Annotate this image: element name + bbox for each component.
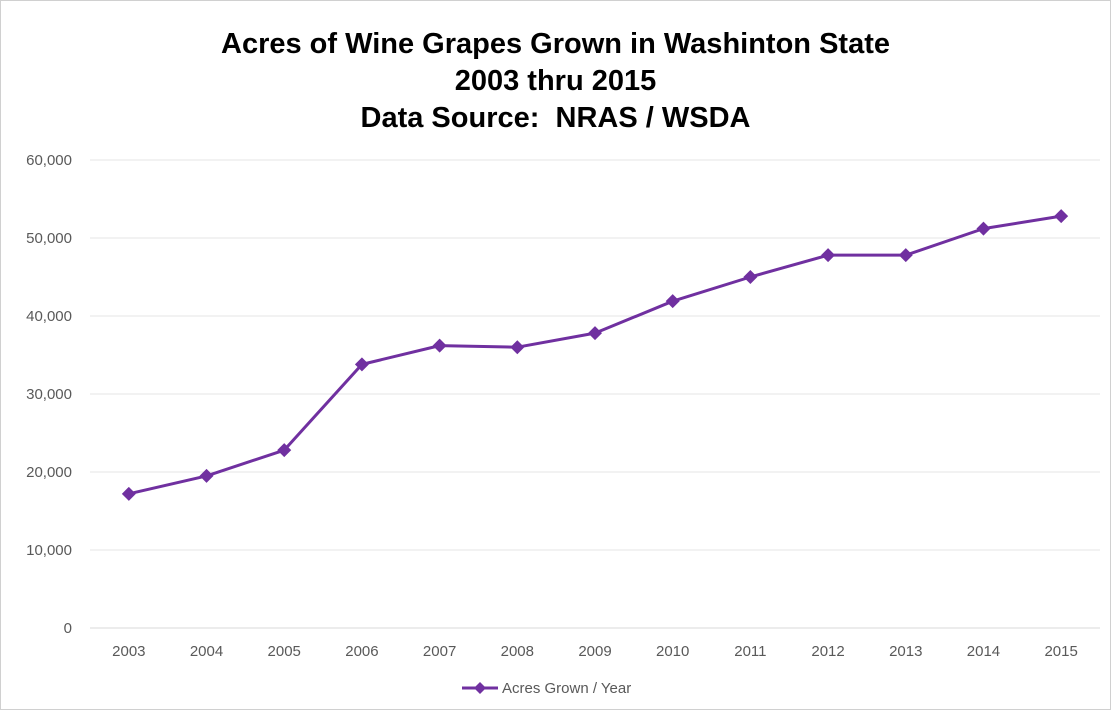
legend: Acres Grown / Year	[462, 680, 631, 697]
x-tick-label: 2010	[656, 643, 689, 660]
x-tick-label: 2006	[345, 643, 378, 660]
series-layer	[121, 209, 1069, 501]
x-tick-label: 2012	[811, 643, 844, 660]
data-point-marker	[121, 486, 136, 501]
x-tick-label: 2007	[423, 643, 456, 660]
chart-title: Acres of Wine Grapes Grown in Washinton …	[0, 26, 1111, 137]
data-point-marker	[510, 340, 525, 355]
y-axis-ticks: 0 10,000 20,000 30,000 40,000 50,000 60,000	[26, 152, 72, 637]
data-point-marker	[821, 248, 836, 263]
legend-marker	[474, 682, 486, 694]
data-point-marker	[354, 357, 369, 372]
y-tick-label: 40,000	[26, 308, 72, 325]
y-tick-label: 0	[64, 620, 72, 637]
data-point-marker	[432, 338, 447, 353]
y-tick-label: 30,000	[26, 386, 72, 403]
x-tick-label: 2013	[889, 643, 922, 660]
chart-title-line-2: 2003 thru 2015	[454, 65, 657, 97]
data-point-marker	[588, 326, 602, 341]
gridlines	[90, 159, 1100, 629]
x-tick-label: 2009	[578, 643, 611, 660]
y-tick-label: 10,000	[26, 542, 72, 559]
series-line	[128, 214, 1062, 496]
chart-title-line-3: Data Source: NRAS / WSDA	[360, 102, 751, 134]
y-tick-label: 50,000	[26, 230, 72, 247]
legend-label: Acres Grown / Year	[502, 680, 631, 697]
chart-title-line-1: Acres of Wine Grapes Grown in Washinton …	[221, 28, 890, 60]
data-point-marker	[1054, 209, 1069, 224]
data-point-marker	[199, 468, 214, 483]
data-point-marker	[277, 443, 292, 458]
y-tick-label: 20,000	[26, 464, 72, 481]
y-tick-label: 60,000	[26, 152, 72, 169]
x-tick-label: 2014	[967, 643, 1000, 660]
x-tick-label: 2015	[1044, 643, 1077, 660]
data-point-marker	[976, 221, 991, 236]
data-point-marker	[743, 270, 758, 284]
x-tick-label: 2008	[501, 643, 534, 660]
data-point-marker	[898, 248, 913, 263]
x-axis-ticks: 2003 2004 2005 2006 2007 2008 2009 2010 2011 2012…	[112, 643, 1078, 660]
data-point-marker	[665, 294, 680, 309]
x-tick-label: 2004	[190, 643, 223, 660]
x-tick-label: 2003	[112, 643, 145, 660]
x-tick-label: 2005	[268, 643, 301, 660]
x-tick-label: 2011	[734, 643, 766, 660]
